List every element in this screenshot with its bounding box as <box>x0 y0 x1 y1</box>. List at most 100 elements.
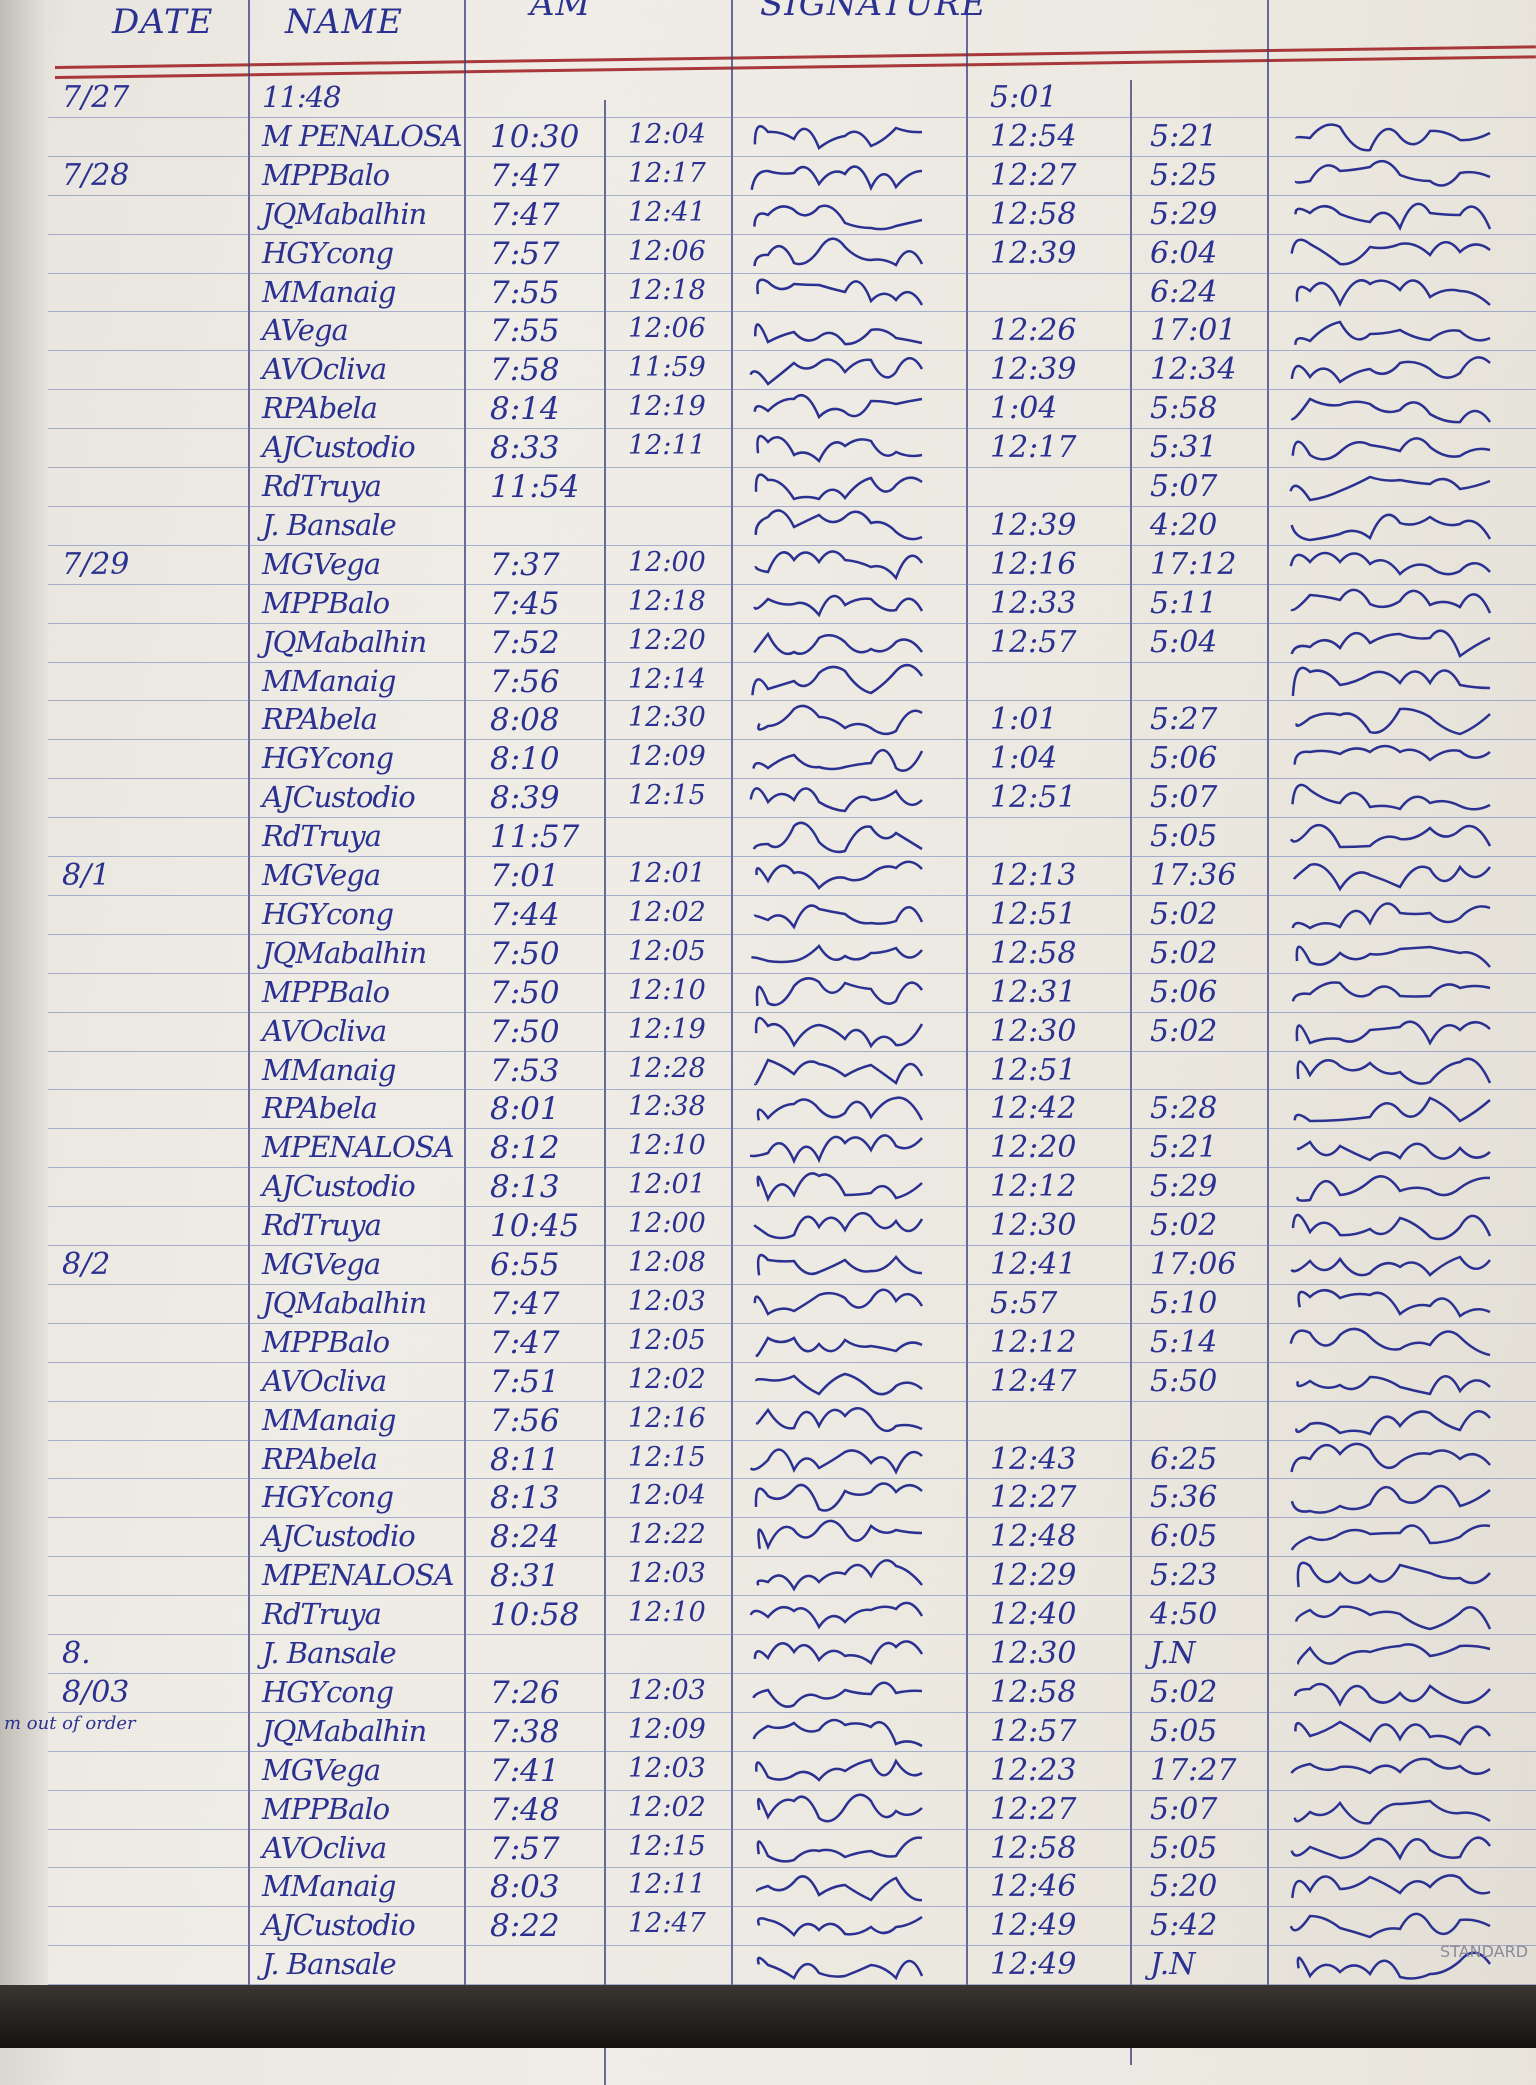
signature-scribble <box>1295 708 1491 736</box>
am-time-in: 8:10 <box>490 741 560 778</box>
pm-time-out: 17:12 <box>1150 546 1237 582</box>
pm-time-in: 12:58 <box>990 196 1077 232</box>
signature-scribble <box>756 1793 923 1822</box>
pm-time-out: 5:25 <box>1150 157 1218 193</box>
signature-scribble <box>1296 1140 1491 1162</box>
signature-scribble <box>1296 1175 1491 1203</box>
log-row: RdTruya 11:57 5:05 <box>0 817 1536 856</box>
ruled-line <box>48 1050 1536 1052</box>
signature-scribble <box>1289 551 1491 576</box>
pm-time-in: 12:17 <box>990 430 1077 466</box>
log-row: J. Bansale 12:39 4:20 <box>0 506 1536 545</box>
log-row: M PENALOSA 10:30 12:04 12:54 5:21 <box>0 117 1536 156</box>
ruled-line <box>48 661 1536 663</box>
ruled-line <box>48 155 1536 157</box>
am-time-out: 12:00 <box>628 1208 706 1240</box>
signature-scribble <box>752 749 924 773</box>
am-time-out: 12:04 <box>628 118 706 150</box>
employee-name: RdTruya <box>262 819 382 854</box>
pm-time-out: 5:05 <box>1150 1713 1218 1749</box>
log-row: AVOcliva 7:50 12:19 12:30 5:02 <box>0 1012 1536 1051</box>
am-time-in: 7:44 <box>490 896 560 933</box>
log-row: 8/2 MGVega 6:55 12:08 12:41 17:06 <box>0 1245 1536 1284</box>
am-time-out: 12:01 <box>628 1169 706 1201</box>
signature-scribble <box>1294 1682 1491 1707</box>
signature-scribble <box>756 1172 923 1203</box>
ruled-line <box>48 1517 1536 1519</box>
am-time-in: 8:14 <box>490 391 560 428</box>
employee-name: RPAbela <box>262 1441 378 1476</box>
signature-scribble <box>751 663 924 695</box>
pm-time-in: 1:04 <box>990 391 1058 427</box>
signature-scribble <box>1296 1057 1492 1085</box>
am-time-out: 12:06 <box>628 313 706 345</box>
ruled-line <box>48 272 1536 274</box>
pm-time-out: 17:06 <box>1150 1247 1237 1282</box>
pm-time-in: 1:01 <box>990 702 1058 738</box>
signature-scribble <box>750 165 923 191</box>
log-row: MManaig 7:56 12:16 <box>0 1401 1536 1440</box>
am-time-in: 8:39 <box>490 780 560 817</box>
log-row: MManaig 8:03 12:11 12:46 5:20 <box>0 1867 1536 1906</box>
ruled-line <box>48 1089 1536 1091</box>
employee-name: AVOcliva <box>262 1013 387 1048</box>
am-time-in: 7:01 <box>490 858 560 894</box>
log-row: AVOcliva 7:58 11:59 12:39 12:34 <box>0 350 1536 389</box>
pm-time-out: 6:04 <box>1150 235 1218 271</box>
ruled-line <box>48 467 1536 468</box>
ruled-line <box>48 428 1536 430</box>
signature-scribble <box>1294 320 1491 346</box>
am-time-out: 12:02 <box>628 1363 706 1395</box>
ruled-line <box>48 1867 1536 1869</box>
log-row: 8/1 MGVega 7:01 12:01 12:13 17:36 <box>0 856 1536 895</box>
employee-name: MManaig <box>262 1402 396 1437</box>
pm-time-out: 5:05 <box>1150 819 1218 855</box>
ruled-line <box>48 194 1536 196</box>
signature-scribble <box>1290 1442 1491 1472</box>
employee-name: M PENALOSA <box>262 118 463 153</box>
log-row: 7/27 11:48 5:01 <box>0 78 1536 117</box>
am-time-in: 7:45 <box>490 585 560 622</box>
employee-name: JQMabalhin <box>262 196 427 231</box>
am-time-out: 12:15 <box>628 780 706 812</box>
ruled-line <box>48 1945 1536 1947</box>
am-time-out: 12:00 <box>628 546 706 578</box>
ruled-line <box>48 1672 1536 1674</box>
ruled-line <box>48 739 1536 741</box>
pm-time-in: 1:04 <box>990 741 1058 777</box>
am-time-out: 12:47 <box>628 1908 706 1940</box>
pm-time-out: 5:04 <box>1150 624 1218 660</box>
pm-time-out: 6:25 <box>1150 1441 1218 1477</box>
pm-time-in: 12:13 <box>990 858 1077 893</box>
employee-name: RPAbela <box>262 391 378 426</box>
am-time-out: 11:59 <box>628 352 706 384</box>
pm-time-out: 4:20 <box>1150 507 1218 543</box>
entry-date: 8. <box>62 1636 91 1671</box>
pm-time-in: 12:30 <box>990 1013 1077 1049</box>
signature-scribble <box>1290 1255 1491 1277</box>
am-time-in: 8:33 <box>490 430 560 467</box>
am-time-in: 7:51 <box>490 1363 560 1400</box>
am-time-in: 8:31 <box>490 1558 560 1595</box>
ruled-line <box>48 778 1536 780</box>
ruled-line <box>48 1595 1536 1597</box>
ruled-line <box>48 1711 1536 1713</box>
pm-time-in: 12:47 <box>990 1363 1077 1399</box>
pm-time-in: 12:57 <box>990 1713 1077 1749</box>
log-row: MPPBalo 7:50 12:10 12:31 5:06 <box>0 973 1536 1012</box>
ruled-line <box>48 1789 1536 1791</box>
ruled-line <box>48 972 1536 974</box>
am-time-in: 6:55 <box>490 1247 560 1283</box>
am-time-out: 12:14 <box>628 663 706 695</box>
pm-time-in: 12:51 <box>990 896 1077 932</box>
am-time-in: 11:54 <box>490 469 580 505</box>
employee-name: RPAbela <box>262 1091 378 1126</box>
signature-scribble <box>1290 356 1491 385</box>
signature-scribble <box>757 705 923 736</box>
am-time-out: 12:28 <box>628 1052 706 1084</box>
signature-scribble <box>1290 1524 1491 1551</box>
signature-scribble <box>1294 159 1491 187</box>
am-time-out: 12:11 <box>628 1869 706 1901</box>
employee-name: MManaig <box>262 1052 396 1087</box>
pm-time-out: 5:07 <box>1150 1791 1218 1827</box>
